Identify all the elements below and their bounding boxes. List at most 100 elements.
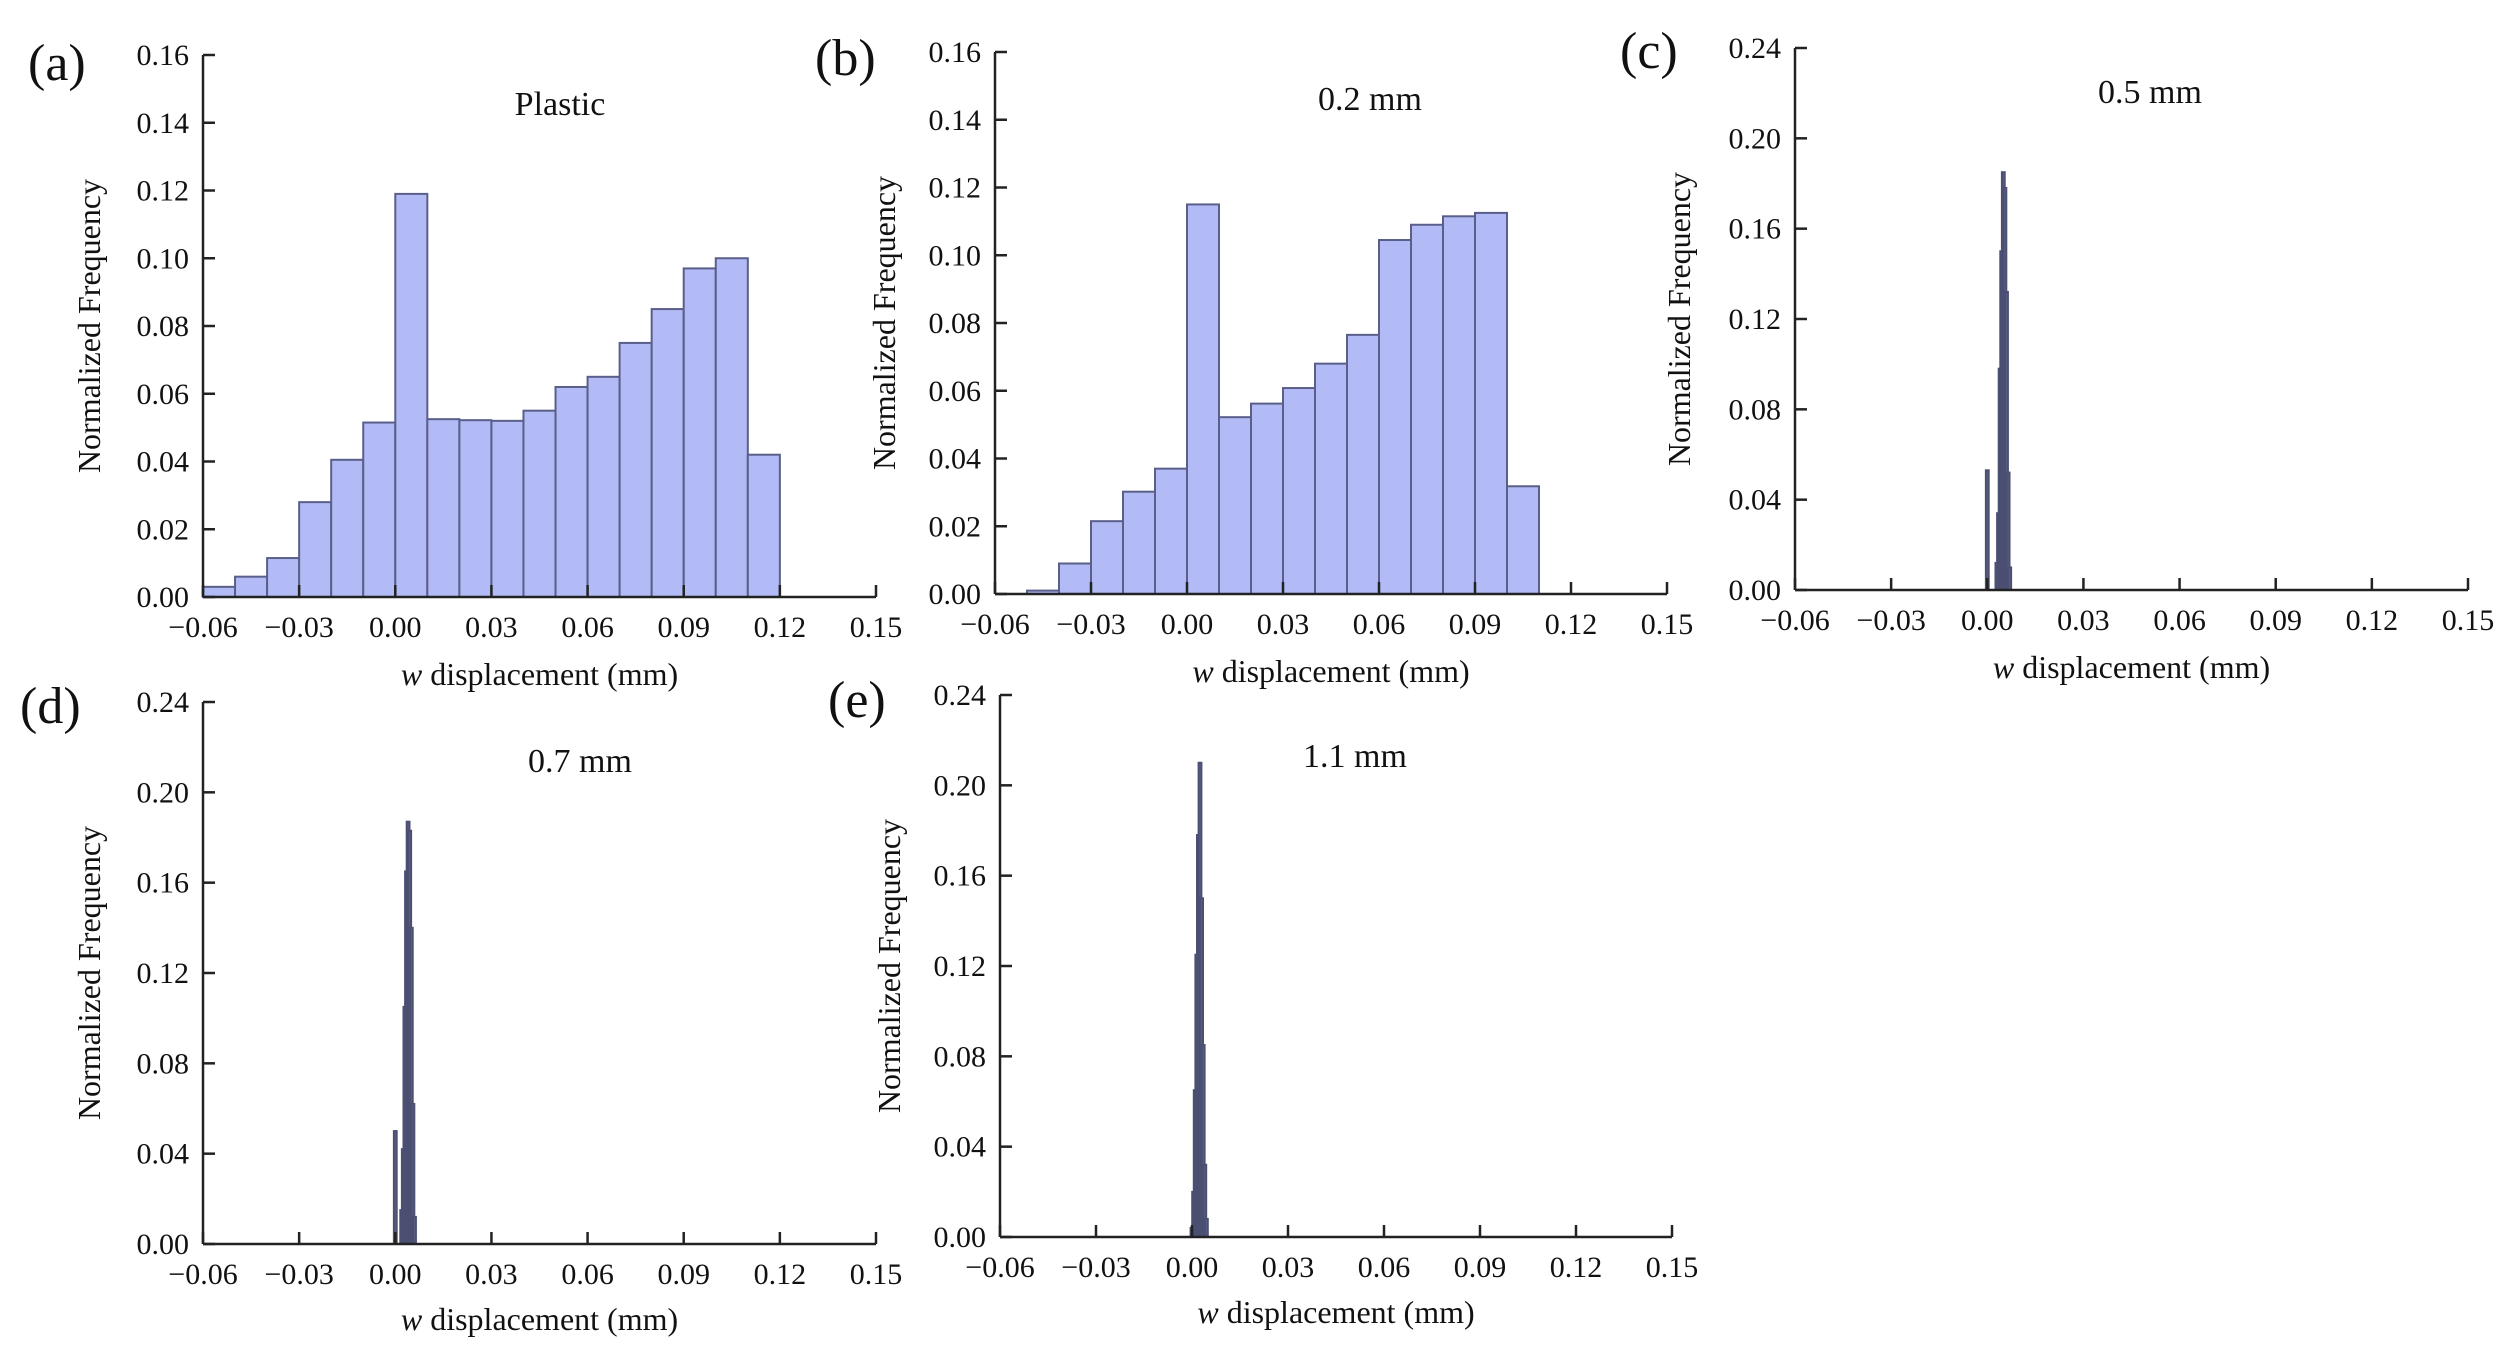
panel-e: −0.06 −0.03 0.00 0.03 0.06 0.09 0.12 0.15 0.00 0.… — [828, 672, 1698, 1330]
y-tick-label: 0.12 — [929, 172, 982, 205]
y-tick-label: 0.04 — [137, 446, 190, 479]
panel-letter: (d) — [20, 678, 81, 735]
panel-letter: (b) — [815, 30, 876, 87]
x-tick-label: −0.03 — [264, 1258, 333, 1291]
y-tick-label: 0.16 — [929, 36, 982, 69]
histogram-bar — [1282, 387, 1316, 596]
histogram-spike — [2007, 566, 2013, 592]
x-tick-label: 0.12 — [2346, 604, 2399, 637]
x-tick-label: −0.03 — [1856, 604, 1925, 637]
histogram-bar — [298, 501, 333, 598]
histogram-bar — [1378, 239, 1412, 595]
y-axis-title: Normalized Frequency — [871, 819, 907, 1113]
histogram-bar — [394, 192, 429, 598]
x-axis-title-text: displacement (mm) — [2014, 649, 2270, 685]
panel-title: 0.2 mm — [1318, 81, 1422, 118]
histogram-bar — [490, 419, 525, 598]
histogram-bar — [234, 575, 269, 598]
x-tick-label: −0.03 — [1061, 1251, 1130, 1284]
histogram-bar — [1122, 490, 1156, 596]
histogram-bar — [362, 421, 397, 599]
x-tick-label: 0.03 — [465, 1258, 518, 1291]
y-tick-label: 0.04 — [137, 1138, 190, 1171]
x-tick-label: −0.03 — [264, 611, 333, 644]
y-tick-label: 0.20 — [1729, 122, 1782, 155]
x-axis-title-text: displacement (mm) — [422, 1301, 678, 1337]
x-axis-title-symbol: w — [1993, 649, 2015, 685]
y-tick-label: 0.06 — [929, 375, 982, 408]
x-tick-label: 0.12 — [754, 611, 807, 644]
x-axis-title-text: displacement (mm) — [1214, 653, 1470, 689]
histogram-bar — [1186, 203, 1220, 595]
histogram-bar — [1442, 215, 1476, 595]
x-axis-title: w displacement (mm) — [401, 1301, 678, 1337]
y-tick-label: 0.16 — [137, 39, 190, 72]
y-tick-label: 0.10 — [929, 239, 982, 272]
panel-letter: (e) — [828, 672, 886, 729]
y-tick-label: 0.04 — [929, 443, 982, 476]
y-axis-title: Normalized Frequency — [1661, 172, 1697, 466]
x-tick-label: 0.06 — [1358, 1251, 1411, 1284]
panel-a: −0.06 −0.03 0.00 0.03 0.06 0.09 0.12 0.15 0.00 0.… — [28, 35, 902, 692]
y-tick-label: 0.12 — [137, 175, 190, 208]
histogram-spike — [1984, 469, 1990, 591]
y-axis-title: Normalized Frequency — [71, 826, 107, 1120]
y-tick-label: 0.08 — [934, 1040, 987, 1073]
x-tick-label: 0.09 — [1449, 608, 1502, 641]
x-tick-label: 0.12 — [1545, 608, 1598, 641]
histogram-bar — [1250, 402, 1284, 595]
histogram-bar — [1410, 223, 1444, 595]
x-tick-label: 0.00 — [1161, 608, 1214, 641]
x-tick-label: 0.15 — [850, 611, 903, 644]
y-tick-label: 0.16 — [934, 860, 987, 893]
panel-letter: (c) — [1620, 23, 1678, 80]
histogram-bar — [330, 458, 365, 598]
x-tick-label: 0.00 — [1166, 1251, 1219, 1284]
x-tick-label: −0.06 — [168, 1258, 237, 1291]
histogram-spike — [412, 1215, 417, 1246]
x-tick-label: 0.00 — [1961, 604, 2014, 637]
x-tick-label: −0.06 — [168, 611, 237, 644]
x-tick-label: 0.12 — [1550, 1251, 1603, 1284]
y-axis-title: Normalized Frequency — [71, 179, 107, 473]
y-tick-label: 0.00 — [137, 581, 190, 614]
x-tick-label: 0.03 — [1257, 608, 1310, 641]
histogram-bar — [202, 585, 237, 599]
histogram-bar — [714, 257, 749, 598]
y-tick-label: 0.00 — [934, 1221, 987, 1254]
x-axis-title: w displacement (mm) — [1197, 1294, 1474, 1330]
y-tick-label: 0.10 — [137, 242, 190, 275]
y-tick-label: 0.14 — [929, 104, 982, 137]
y-tick-label: 0.08 — [137, 310, 190, 343]
histogram-bar — [266, 557, 301, 599]
panel-b: −0.06 −0.03 0.00 0.03 0.06 0.09 0.12 0.15 0.00 0.… — [815, 30, 1693, 689]
y-tick-label: 0.24 — [934, 679, 987, 712]
y-tick-label: 0.16 — [137, 867, 190, 900]
x-tick-label: −0.03 — [1056, 608, 1125, 641]
x-tick-label: 0.00 — [369, 611, 422, 644]
histogram-bar — [1154, 467, 1188, 596]
x-axis-title: w displacement (mm) — [1993, 649, 2270, 685]
histogram-bar — [1474, 211, 1508, 595]
x-tick-label: 0.03 — [2057, 604, 2110, 637]
x-axis-title-symbol: w — [1197, 1294, 1219, 1330]
y-tick-label: 0.04 — [1729, 484, 1782, 517]
y-tick-label: 0.12 — [934, 950, 987, 983]
y-tick-label: 0.20 — [934, 769, 987, 802]
x-axis-title-text: displacement (mm) — [422, 656, 678, 692]
y-tick-label: 0.14 — [137, 107, 190, 140]
histogram-bar — [746, 453, 781, 598]
y-tick-label: 0.24 — [1729, 32, 1782, 65]
y-tick-label: 0.08 — [137, 1047, 190, 1080]
panel-title: 0.5 mm — [2098, 74, 2202, 111]
x-axis-title: w displacement (mm) — [1192, 653, 1469, 689]
histogram-bar — [1218, 416, 1252, 595]
y-tick-label: 0.20 — [137, 776, 190, 809]
x-tick-label: 0.06 — [2153, 604, 2206, 637]
panel-c: −0.06 −0.03 0.00 0.03 0.06 0.09 0.12 0.15 0.00 0.… — [1620, 23, 2494, 685]
x-tick-label: 0.09 — [2249, 604, 2302, 637]
y-tick-label: 0.04 — [934, 1131, 987, 1164]
y-tick-label: 0.00 — [137, 1228, 190, 1261]
histogram-bar — [458, 419, 493, 598]
x-tick-label: 0.15 — [1641, 608, 1694, 641]
